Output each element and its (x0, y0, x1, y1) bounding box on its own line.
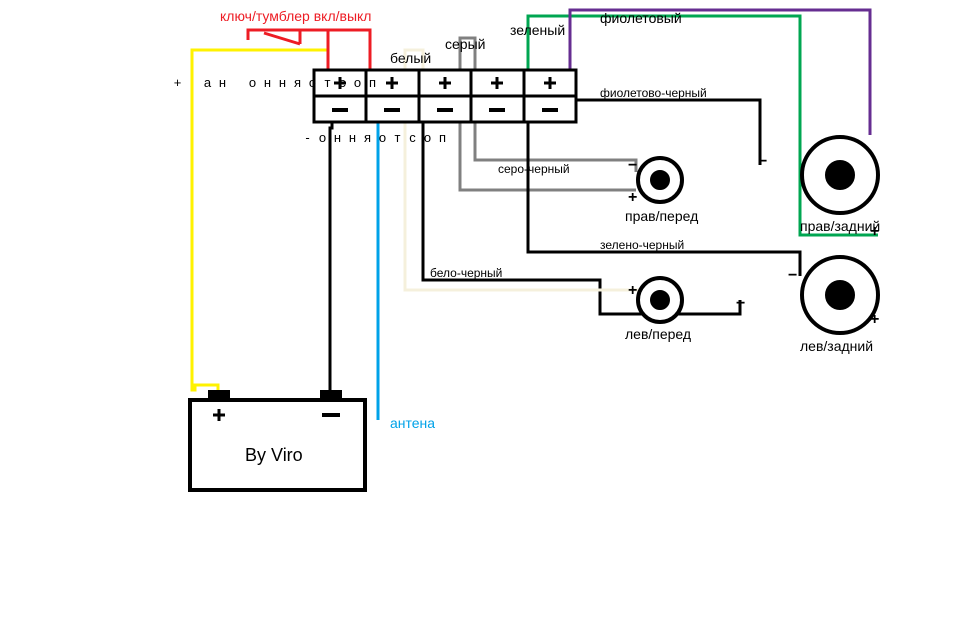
wire-yellow (192, 50, 328, 395)
label-green: зеленый (510, 22, 565, 38)
svg-text:−: − (736, 295, 745, 312)
speaker-front-right (638, 158, 682, 202)
label-rear-right: прав/задний (800, 218, 880, 234)
speaker-rear-right (802, 137, 878, 213)
speaker-rear-left (802, 257, 878, 333)
wire-black-minus (330, 118, 332, 395)
label-grey: серый (445, 36, 485, 52)
svg-text:+: + (870, 311, 879, 328)
svg-text:−: − (788, 267, 797, 284)
label-const-plus: постоянно на + (170, 75, 380, 92)
svg-text:−: − (758, 153, 767, 170)
svg-text:+: + (628, 282, 637, 299)
label-grey-black: серо-черный (498, 162, 570, 176)
svg-text:−: − (628, 157, 637, 174)
svg-text:+: + (628, 189, 637, 206)
label-front-right: прав/перед (625, 208, 698, 224)
label-battery: By Viro (245, 445, 303, 466)
label-green-black: зелено-черный (600, 238, 684, 252)
wire-violet-neg (570, 100, 760, 165)
wiring-diagram: −+ −+ +− −+ (0, 0, 960, 626)
speaker-front-left (638, 278, 682, 322)
wire-violet-pos (570, 10, 870, 135)
label-const-minus: постоянно- (300, 130, 450, 147)
label-white-black: бело-черный (430, 266, 502, 280)
label-rear-left: лев/задний (800, 338, 873, 354)
label-switch: ключ/тумблер вкл/выкл (220, 8, 371, 24)
label-violet: фиолетовый (600, 10, 682, 26)
battery (190, 390, 365, 490)
label-antenna: антена (390, 415, 435, 431)
label-violet-black: фиолетово-черный (600, 86, 707, 100)
label-white: белый (390, 50, 431, 66)
label-front-left: лев/перед (625, 326, 691, 342)
